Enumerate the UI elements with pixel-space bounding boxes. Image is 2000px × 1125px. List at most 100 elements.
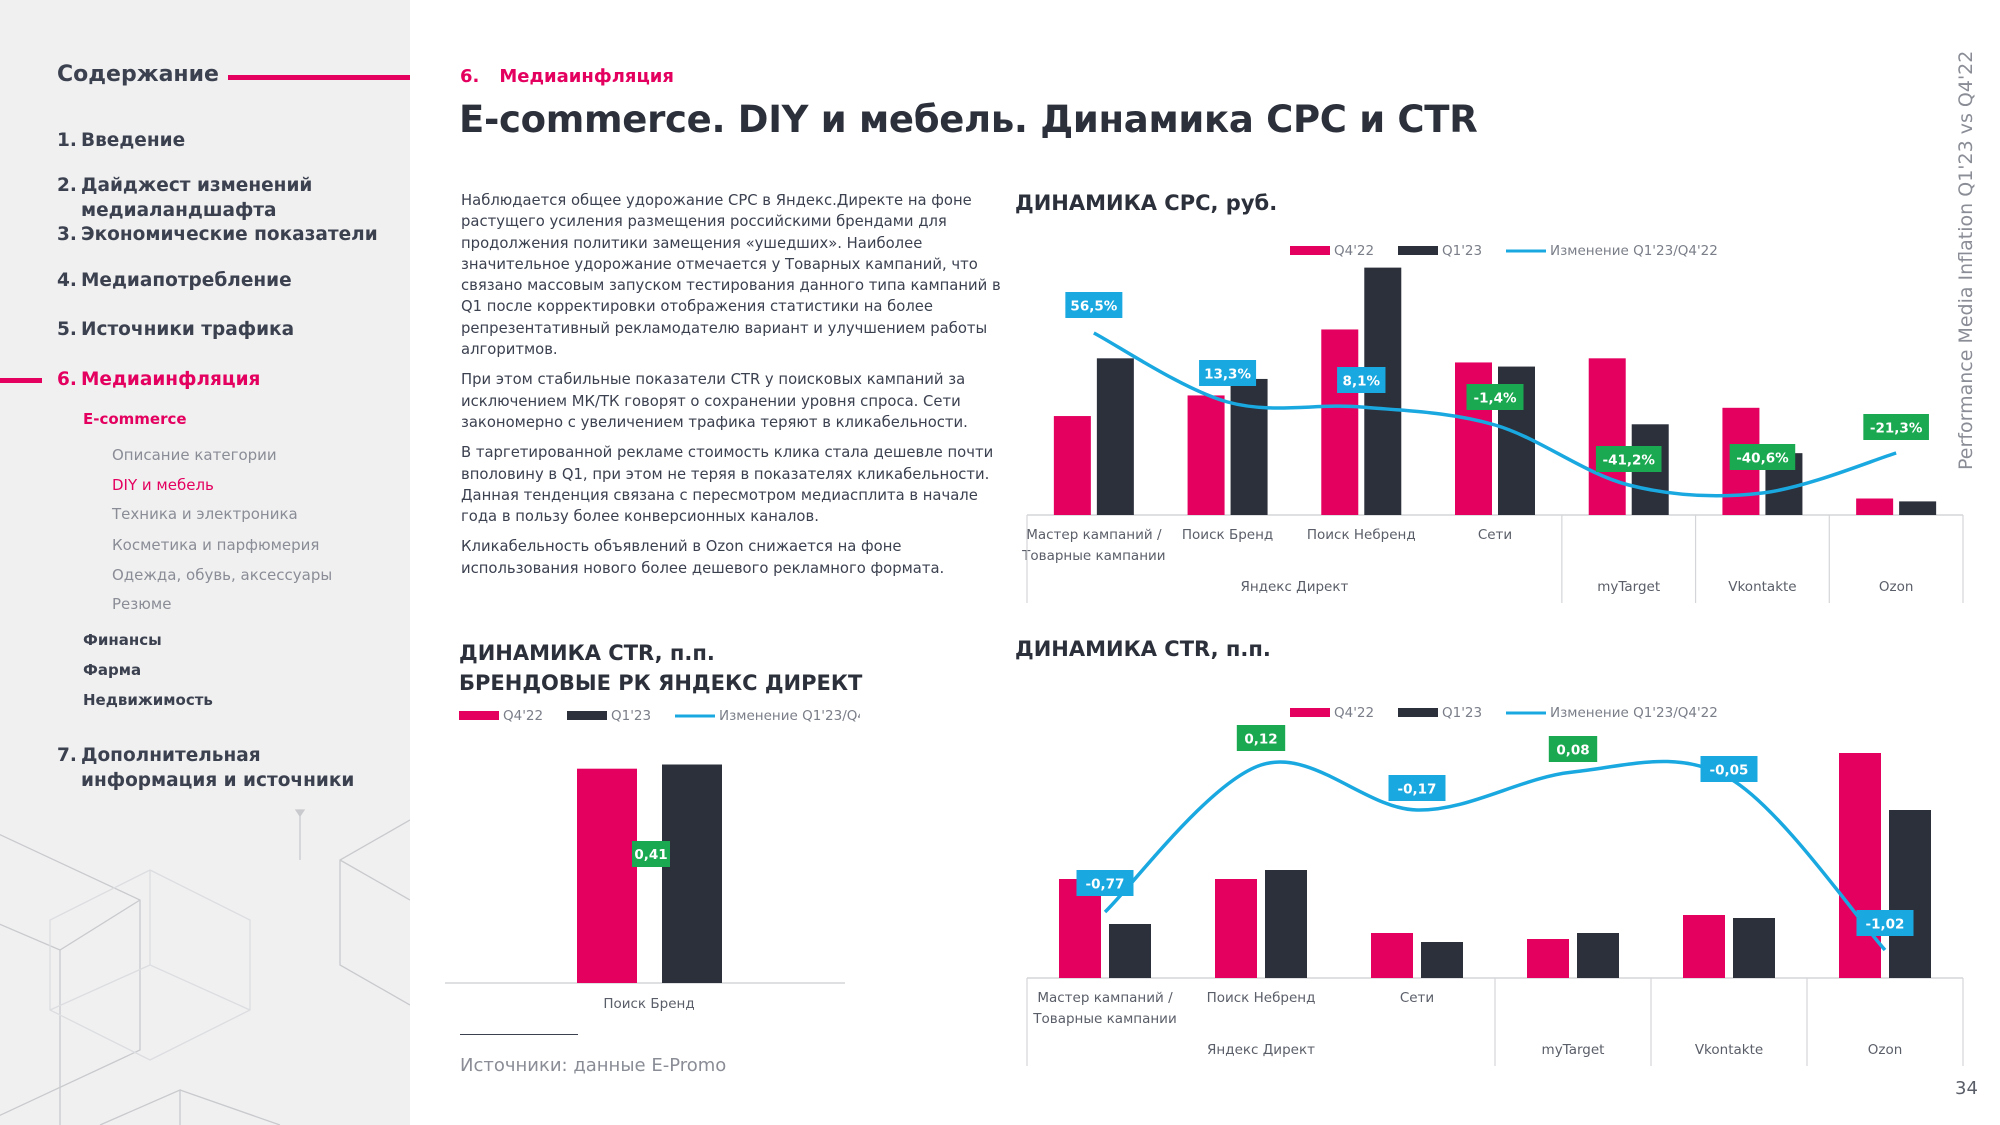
toc-sub-finance[interactable]: Финансы bbox=[83, 631, 162, 649]
brand-chart-title-line2: БРЕНДОВЫЕ РК ЯНДЕКС ДИРЕКТ bbox=[459, 671, 863, 695]
toc-item-digest[interactable]: 2. Дайджест изменений медиаландшафта bbox=[57, 175, 313, 221]
change-label-box bbox=[1595, 446, 1662, 472]
change-label-box bbox=[1337, 367, 1386, 393]
bar-q4 bbox=[1683, 915, 1725, 978]
change-label-box bbox=[1065, 292, 1123, 318]
change-label: -1,4% bbox=[1473, 391, 1517, 407]
group-label: myTarget bbox=[1597, 579, 1660, 595]
toc-subsub-summary[interactable]: Резюме bbox=[112, 595, 172, 613]
category-tick-label: Мастер кампаний / bbox=[1037, 990, 1173, 1006]
change-label: 0,08 bbox=[1556, 743, 1589, 759]
legend-label-change: Изменение Q1'23/Q4'22 bbox=[1550, 705, 1718, 721]
legend-swatch-q4 bbox=[1290, 708, 1330, 717]
toc-active-indicator bbox=[0, 378, 42, 383]
category-tick-label: Сети bbox=[1478, 527, 1512, 543]
bar-q4 bbox=[1527, 939, 1569, 978]
category-tick-label: Поиск Небренд bbox=[1307, 527, 1416, 543]
page-number: 34 bbox=[1955, 1078, 1978, 1099]
toc-subsub-diy[interactable]: DIY и мебель bbox=[112, 476, 214, 494]
cpc-chart: Q4'22 Q1'23 Изменение Q1'23/Q4'22 Мастер ка… bbox=[1021, 243, 1964, 603]
legend-label-q4: Q4'22 bbox=[1334, 243, 1374, 259]
toc-sub-realty[interactable]: Недвижимость bbox=[83, 691, 213, 709]
legend-label-q1: Q1'23 bbox=[1442, 243, 1482, 259]
change-label: 0,41 bbox=[634, 847, 667, 863]
change-label: -0,77 bbox=[1086, 877, 1125, 893]
change-label-box bbox=[1388, 775, 1446, 801]
legend-swatch-q4 bbox=[1290, 246, 1330, 255]
category-tick-label: Товарные кампании bbox=[1021, 548, 1165, 564]
bar-q4 bbox=[1187, 395, 1225, 515]
change-label: -0,05 bbox=[1710, 763, 1749, 779]
legend-label-change: Изменение Q1'23/Q4'22 bbox=[719, 708, 860, 724]
category-tick-label: Поиск Бренд bbox=[1182, 527, 1273, 543]
bar-q1 bbox=[1733, 918, 1775, 978]
sources-note: Источники: данные E-Promo bbox=[460, 1055, 727, 1076]
paragraph-3: В таргетированной рекламе стоимость клик… bbox=[461, 444, 994, 526]
vertical-report-label: Performance Media Inflation Q1'23 vs Q4'… bbox=[1955, 50, 1977, 470]
legend-label-change: Изменение Q1'23/Q4'22 bbox=[1550, 243, 1718, 259]
legend-swatch-q1 bbox=[1398, 246, 1438, 255]
change-label-box bbox=[1863, 414, 1929, 440]
change-label-box bbox=[1700, 756, 1758, 782]
section-label: 6. Медиаинфляция bbox=[460, 66, 674, 87]
toc-subsub-clothing[interactable]: Одежда, обувь, аксессуары bbox=[112, 566, 333, 584]
change-label-box bbox=[1729, 444, 1796, 470]
group-label: Яндекс Директ bbox=[1207, 1042, 1315, 1058]
toc-item-additional[interactable]: 7. Дополнительная информация и источники bbox=[57, 745, 355, 791]
toc-subsub-category[interactable]: Описание категории bbox=[112, 446, 277, 464]
bar-q1 bbox=[662, 764, 722, 983]
change-label-box bbox=[1236, 725, 1286, 751]
bar-q4 bbox=[1856, 498, 1894, 515]
toc-sub-pharma[interactable]: Фарма bbox=[83, 661, 142, 679]
change-label: -41,2% bbox=[1602, 453, 1655, 469]
category-tick-label: Товарные кампании bbox=[1032, 1011, 1176, 1027]
change-label: 56,5% bbox=[1070, 299, 1117, 315]
page-title: E-commerce. DIY и мебель. Динамика CPC и… bbox=[459, 98, 1478, 141]
toc-item-media-inflation[interactable]: 6. Медиаинфляция bbox=[57, 369, 261, 390]
change-line bbox=[1103, 759, 1887, 952]
toc-subsub-electronics[interactable]: Техника и электроника bbox=[112, 505, 298, 523]
sidebar: Содержание 1. Введение 2. Дайджест изменен… bbox=[0, 0, 410, 1125]
sidebar-decoration bbox=[0, 809, 410, 1125]
group-label: Ozon bbox=[1879, 579, 1914, 595]
brand-ctr-chart: Q4'22 Q1'23 Изменение Q1'23/Q4'22 Поиск Бре… bbox=[445, 708, 860, 1012]
change-label: 8,1% bbox=[1343, 374, 1381, 390]
change-label-box bbox=[632, 841, 670, 867]
paragraph-1: Наблюдается общее удорожание CPC в Яндек… bbox=[461, 192, 1001, 359]
change-label-box bbox=[1466, 384, 1524, 410]
bar-q4 bbox=[577, 768, 637, 983]
change-label: -40,6% bbox=[1736, 451, 1789, 467]
toc-item-intro[interactable]: 1. Введение bbox=[57, 130, 186, 151]
change-label: -21,3% bbox=[1870, 421, 1923, 437]
toc-item-traffic-sources[interactable]: 5. Источники трафика bbox=[57, 319, 295, 340]
toc-item-media-consumption[interactable]: 4. Медиапотребление bbox=[57, 270, 292, 291]
change-line bbox=[1093, 331, 1897, 498]
bar-q4 bbox=[1839, 753, 1881, 978]
change-label-box bbox=[1856, 910, 1914, 936]
brand-chart-title: ДИНАМИКА CTR, п.п. БРЕНДОВЫЕ РК ЯНДЕКС Д… bbox=[459, 638, 862, 698]
ctr-chart: Q4'22 Q1'23 Изменение Q1'23/Q4'22 Мастер ка… bbox=[1026, 705, 1964, 1066]
bar-q1 bbox=[1230, 378, 1268, 515]
group-label: Vkontakte bbox=[1728, 579, 1796, 595]
toc-subsub-cosmetics[interactable]: Косметика и парфюмерия bbox=[112, 536, 320, 554]
sidebar-title-underline bbox=[228, 75, 410, 80]
bar-q4 bbox=[1215, 879, 1257, 978]
toc-item-economy[interactable]: 3. Экономические показатели bbox=[57, 224, 378, 245]
cpc-chart-title: ДИНАМИКА CPC, руб. bbox=[1015, 191, 1278, 215]
legend-swatch-q4 bbox=[459, 711, 499, 720]
legend-swatch-q1 bbox=[1398, 708, 1438, 717]
change-label-box bbox=[1199, 360, 1257, 386]
bar-q1 bbox=[1899, 501, 1937, 515]
sources-divider bbox=[460, 1034, 578, 1035]
toc-sub-ecommerce[interactable]: E-commerce bbox=[83, 410, 187, 428]
change-label: -1,02 bbox=[1866, 917, 1905, 933]
group-label: Яндекс Директ bbox=[1240, 579, 1348, 595]
change-label: -0,17 bbox=[1398, 782, 1437, 798]
brand-chart-title-line1: ДИНАМИКА CTR, п.п. bbox=[459, 641, 715, 665]
legend-label-q4: Q4'22 bbox=[1334, 705, 1374, 721]
legend-label-q1: Q1'23 bbox=[611, 708, 651, 724]
sidebar-title: Содержание bbox=[57, 62, 219, 87]
bar-q1 bbox=[1577, 933, 1619, 978]
paragraph-2: При этом стабильные показатели CTR у пои… bbox=[461, 371, 968, 431]
legend-label-q4: Q4'22 bbox=[503, 708, 543, 724]
